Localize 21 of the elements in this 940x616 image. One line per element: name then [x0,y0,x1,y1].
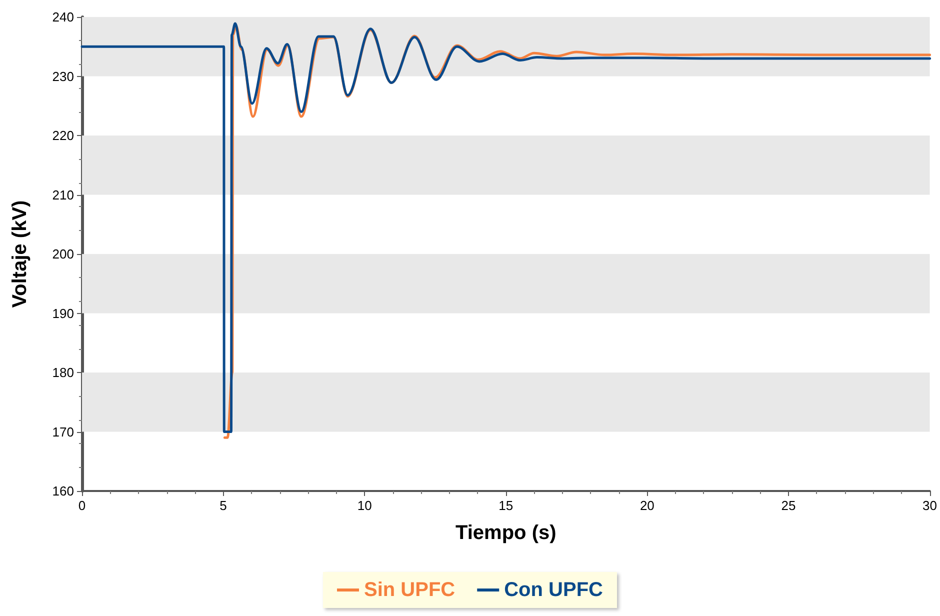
x-tick-label: 10 [357,498,372,513]
legend-label: Sin UPFC [364,579,456,601]
y-tick-label: 190 [52,306,74,321]
y-tick-label: 240 [52,10,74,24]
y-tick-label: 180 [52,365,74,380]
x-tick-label: 20 [640,498,654,513]
x-tick-label: 25 [781,498,796,513]
x-tick-label: 5 [220,498,227,513]
y-tick-label: 220 [52,128,74,143]
y-tick-label: 200 [52,246,74,262]
x-tick-label: 0 [78,498,86,513]
y-tick-label: 170 [52,424,74,440]
x-axis-title: Tiempo (s) [456,522,556,544]
legend-label: Con UPFC [504,579,604,601]
x-tick-label: 30 [922,498,938,513]
y-axis-title: Voltaje (kV) [9,200,31,308]
y-tick-label: 230 [52,68,74,84]
line-series [80,22,932,433]
y-tick-label: 160 [52,484,74,498]
x-tick-label: 15 [498,498,514,513]
y-tick-label: 210 [52,187,74,202]
